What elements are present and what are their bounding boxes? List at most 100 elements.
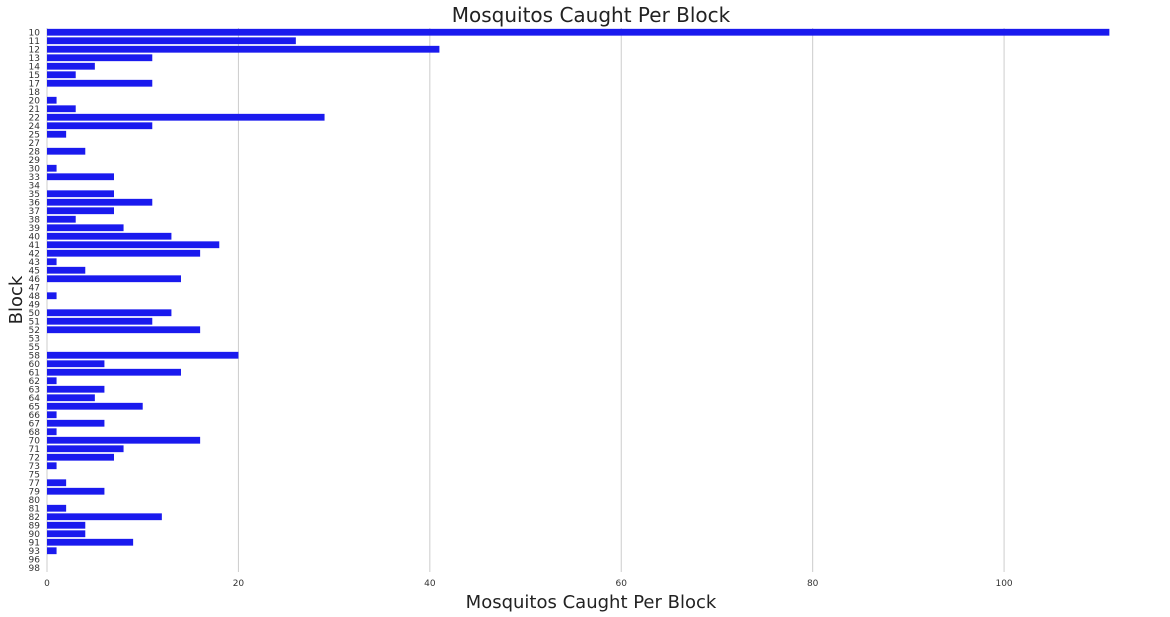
- bar-block-39: [47, 224, 124, 232]
- bar-block-50: [47, 309, 172, 317]
- x-tick-label: 20: [233, 579, 245, 589]
- y-tick-label: 28: [29, 147, 41, 157]
- y-tick-label: 27: [29, 139, 40, 149]
- y-tick-label: 42: [29, 249, 40, 259]
- y-tick-label: 63: [29, 385, 40, 395]
- y-tick-label: 36: [29, 198, 41, 208]
- y-tick-label: 46: [29, 275, 41, 285]
- y-tick-label: 89: [29, 521, 41, 531]
- y-tick-label: 10: [29, 28, 41, 38]
- y-tick-label: 45: [29, 266, 40, 276]
- y-tick-label: 30: [29, 164, 41, 174]
- bar-block-71: [47, 445, 124, 453]
- bar-block-81: [47, 504, 67, 512]
- bars-group: [47, 28, 1110, 555]
- bar-block-48: [47, 292, 57, 300]
- bar-block-36: [47, 198, 153, 206]
- bar-block-14: [47, 62, 95, 70]
- y-tick-label: 64: [29, 394, 41, 404]
- y-tick-label: 66: [29, 411, 41, 421]
- bar-block-90: [47, 530, 86, 538]
- y-tick-label: 38: [29, 215, 41, 225]
- y-tick-label: 51: [29, 317, 40, 327]
- y-tick-label: 77: [29, 479, 40, 489]
- bar-block-68: [47, 428, 57, 436]
- y-tick-label: 79: [29, 487, 41, 497]
- x-tick-label: 40: [424, 579, 436, 589]
- bar-block-13: [47, 54, 153, 62]
- bar-block-58: [47, 351, 239, 359]
- x-tick-labels: 0 20 40 60 80 100: [44, 579, 1013, 589]
- y-tick-label: 41: [29, 241, 40, 251]
- y-tick-label: 72: [29, 453, 40, 463]
- x-axis-label: Mosquitos Caught Per Block: [466, 592, 717, 613]
- y-tick-label: 13: [29, 54, 40, 64]
- bar-block-12: [47, 45, 440, 53]
- bar-block-67: [47, 419, 105, 427]
- bar-block-38: [47, 215, 76, 223]
- bar-block-41: [47, 241, 220, 249]
- y-tick-label: 73: [29, 462, 40, 472]
- bar-block-61: [47, 368, 181, 376]
- bar-block-79: [47, 487, 105, 495]
- bar-block-91: [47, 538, 134, 546]
- x-tick-label: 0: [44, 579, 50, 589]
- y-tick-label: 81: [29, 504, 40, 514]
- bar-block-20: [47, 96, 57, 104]
- y-tick-label: 34: [29, 181, 41, 191]
- y-tick-label: 40: [29, 232, 41, 242]
- y-tick-label: 53: [29, 334, 40, 344]
- bar-block-77: [47, 479, 67, 487]
- y-tick-label: 50: [29, 309, 41, 319]
- y-tick-labels: 1011121314151718202122242527282930333435…: [29, 28, 41, 574]
- bar-block-28: [47, 147, 86, 155]
- y-tick-label: 67: [29, 419, 40, 429]
- y-tick-label: 48: [29, 292, 41, 302]
- bar-block-46: [47, 275, 181, 283]
- y-tick-label: 29: [29, 156, 41, 166]
- bar-block-72: [47, 453, 114, 461]
- bar-block-52: [47, 326, 201, 334]
- y-tick-label: 37: [29, 207, 40, 217]
- y-tick-label: 25: [29, 130, 40, 140]
- y-tick-label: 24: [29, 122, 41, 132]
- y-tick-label: 21: [29, 105, 40, 115]
- y-tick-label: 61: [29, 368, 40, 378]
- bar-block-45: [47, 266, 86, 274]
- bar-block-63: [47, 385, 105, 393]
- y-tick-label: 49: [29, 300, 41, 310]
- chart-title: Mosquitos Caught Per Block: [452, 3, 731, 27]
- x-tick-label: 80: [807, 579, 819, 589]
- bar-block-33: [47, 173, 114, 181]
- y-tick-label: 12: [29, 45, 40, 55]
- bar-block-62: [47, 377, 57, 385]
- bar-block-11: [47, 37, 296, 45]
- y-tick-label: 20: [29, 96, 41, 106]
- y-tick-label: 82: [29, 513, 40, 523]
- bar-block-21: [47, 105, 76, 113]
- bar-block-82: [47, 513, 162, 521]
- y-tick-label: 33: [29, 173, 40, 183]
- y-tick-label: 71: [29, 445, 40, 455]
- bar-block-10: [47, 28, 1110, 36]
- y-tick-label: 90: [29, 530, 41, 540]
- y-tick-label: 52: [29, 326, 40, 336]
- bar-block-64: [47, 394, 95, 402]
- y-tick-label: 14: [29, 62, 41, 72]
- bar-block-42: [47, 249, 201, 257]
- bar-block-35: [47, 190, 114, 198]
- y-tick-label: 70: [29, 436, 41, 446]
- y-tick-label: 58: [29, 351, 41, 361]
- y-tick-label: 96: [29, 555, 41, 565]
- bar-block-22: [47, 113, 325, 121]
- bar-block-93: [47, 547, 57, 555]
- y-tick-label: 62: [29, 377, 40, 387]
- y-tick-label: 65: [29, 402, 40, 412]
- y-tick-label: 18: [29, 88, 41, 98]
- bar-block-66: [47, 411, 57, 419]
- y-axis-label: Block: [6, 275, 27, 324]
- y-tick-label: 80: [29, 496, 41, 506]
- y-tick-label: 60: [29, 360, 41, 370]
- y-tick-label: 43: [29, 258, 40, 268]
- y-tick-label: 22: [29, 113, 40, 123]
